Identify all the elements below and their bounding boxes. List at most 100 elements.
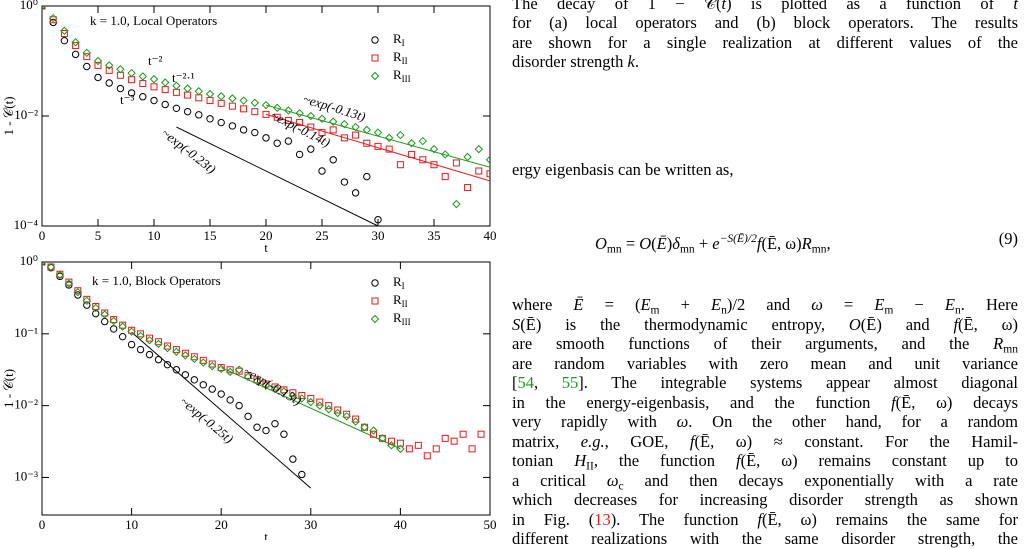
point <box>396 161 404 169</box>
point <box>325 402 333 410</box>
text-run: Ē <box>656 233 667 253</box>
point <box>127 68 136 78</box>
fit-label: ~exp(-0.13t) <box>241 363 304 408</box>
point <box>83 301 91 309</box>
point <box>474 144 484 154</box>
point <box>477 430 485 438</box>
fit-line <box>176 126 379 226</box>
point <box>306 111 316 121</box>
text-line: for (a) local operators and (b) block op… <box>512 13 1018 33</box>
text-run: ) is plotted as a function of <box>726 0 1014 13</box>
text-run: , <box>534 373 562 392</box>
text-run: in the energy-eigenbasis, and the functi… <box>512 392 892 412</box>
text-run: E <box>944 295 955 314</box>
text-run: . Here <box>960 295 1018 314</box>
point <box>271 420 279 428</box>
x-tick-label: 50 <box>484 517 497 532</box>
legend-subscript: I <box>402 281 405 291</box>
point <box>289 455 297 463</box>
point <box>154 338 162 346</box>
point <box>334 406 342 414</box>
point <box>199 358 208 367</box>
text-run: , the function <box>593 451 736 470</box>
x-axis-label: t <box>264 240 268 255</box>
text-run: ]. The integrable systems appear almost … <box>578 373 1019 392</box>
point <box>65 278 73 286</box>
point <box>329 126 337 134</box>
point <box>419 156 427 164</box>
point <box>205 89 215 99</box>
legend-name: R <box>393 310 402 325</box>
text-run: f <box>891 392 896 412</box>
text-line: are smooth functions of their arguments,… <box>512 334 1018 359</box>
point <box>450 437 458 445</box>
x-tick-label: 35 <box>428 228 441 243</box>
text-run: (Ē, ω) <box>958 314 1018 334</box>
point <box>128 76 136 84</box>
point <box>408 150 416 158</box>
point <box>262 426 270 435</box>
point <box>228 122 237 130</box>
text-run: δ <box>672 233 680 253</box>
legend-marker <box>370 314 380 324</box>
point <box>387 441 396 450</box>
point <box>154 355 163 364</box>
legend-marker <box>371 54 379 62</box>
text-line: in Fig. (13). The function f(Ē, ω) remai… <box>512 510 1018 530</box>
legend-name: R <box>393 67 402 82</box>
text-run: mn <box>811 243 827 256</box>
point <box>261 381 271 390</box>
point <box>217 364 225 372</box>
legend-subscript: III <box>402 317 411 327</box>
text-run: (Ē, ω) ≈ constant. For the Hamil- <box>694 431 1018 451</box>
legend-label: RII <box>393 292 408 309</box>
text-run: − <box>893 295 945 314</box>
legend-label: RI <box>393 31 405 48</box>
text-run: (Ē) and <box>860 314 954 334</box>
point <box>486 170 490 178</box>
text-run: E <box>640 295 651 314</box>
text-run: for (a) local operators and (b) block op… <box>512 13 1018 33</box>
text-run: ω <box>811 295 823 314</box>
text-run: . <box>634 51 639 71</box>
chart-title: k = 1.0, Local Operators <box>90 13 217 28</box>
text-line: are random variables with zero mean and … <box>512 354 1018 374</box>
point <box>161 100 169 109</box>
text-run: . On the other hand, for a random <box>688 412 1019 431</box>
chart-title: k = 1.0, Block Operators <box>92 273 221 288</box>
point <box>316 398 324 406</box>
text-run: very rapidly with <box>512 412 677 431</box>
point <box>217 390 225 398</box>
point <box>318 167 326 175</box>
point <box>441 173 449 181</box>
y-tick-label: 10⁻⁴ <box>14 217 39 232</box>
point <box>128 326 136 334</box>
text-run: where <box>512 295 574 314</box>
point <box>342 412 351 421</box>
point <box>92 303 100 311</box>
text-run: t <box>1013 0 1018 13</box>
text-line: very rapidly with ω. On the other hand, … <box>512 412 1018 432</box>
text-line: S(Ē) is the thermodynamic entropy, O(Ē) … <box>512 315 1018 335</box>
point <box>239 96 248 105</box>
point <box>127 89 136 97</box>
point <box>405 445 413 453</box>
point <box>190 376 199 384</box>
point <box>440 150 450 159</box>
legend-label: RIII <box>393 310 411 327</box>
text-run: = ( <box>583 295 641 314</box>
point <box>172 88 180 96</box>
y-tick-label: 10⁻³ <box>14 468 38 483</box>
point <box>119 321 127 329</box>
point <box>374 216 382 224</box>
point <box>105 66 113 74</box>
point <box>329 156 337 164</box>
point <box>154 339 163 349</box>
text-run: 55 <box>561 373 579 392</box>
point <box>163 342 171 350</box>
point <box>91 303 100 313</box>
point <box>351 417 360 426</box>
text-run: mn <box>1003 343 1018 356</box>
point <box>240 105 248 113</box>
point <box>369 426 378 435</box>
